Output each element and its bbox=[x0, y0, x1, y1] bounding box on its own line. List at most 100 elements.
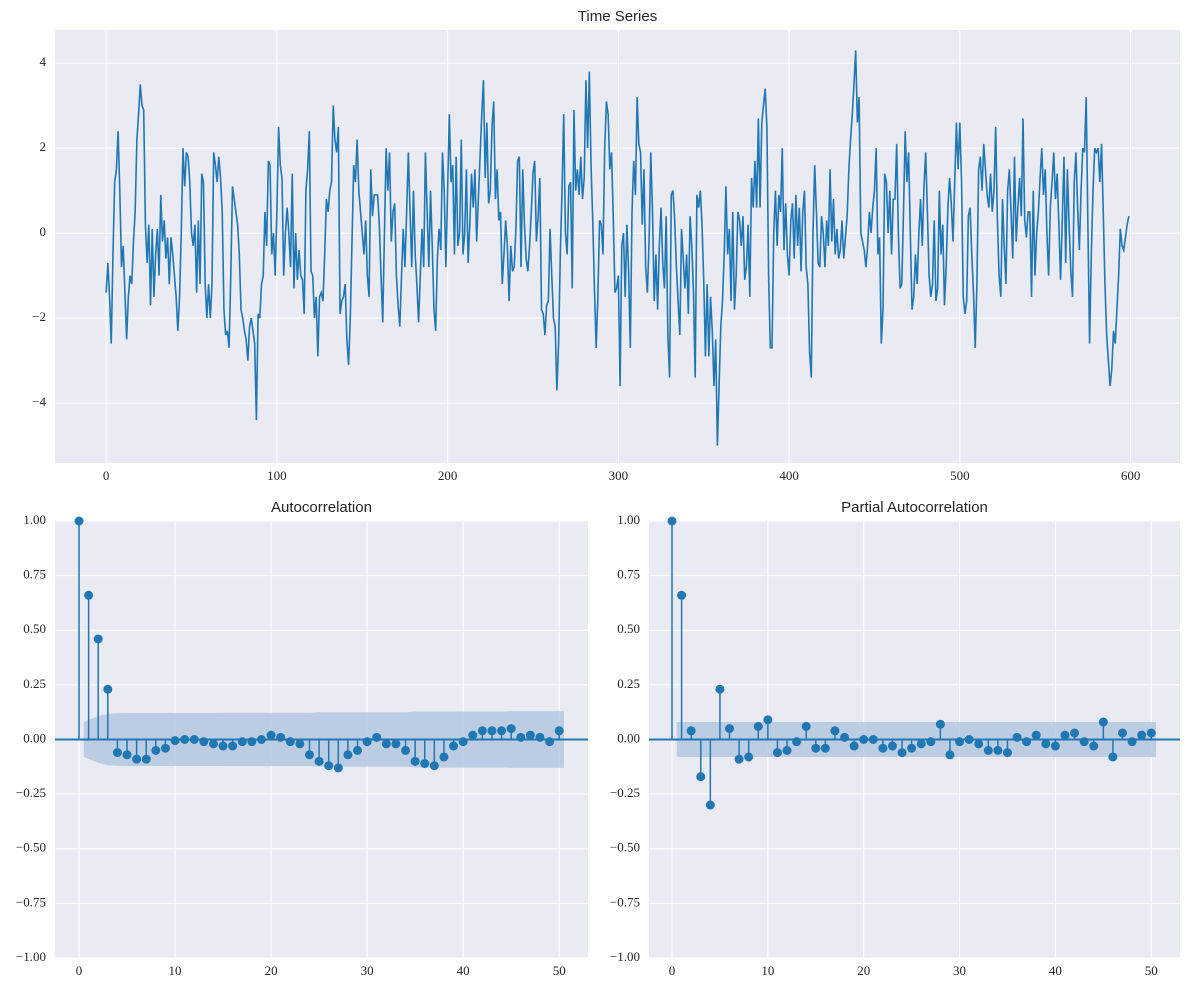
stem-marker bbox=[362, 737, 372, 747]
stem-marker bbox=[429, 761, 439, 771]
stem-marker bbox=[256, 735, 266, 744]
stem-marker bbox=[160, 743, 170, 753]
stem-marker bbox=[333, 763, 343, 773]
stem-marker bbox=[103, 684, 113, 694]
stem-marker bbox=[477, 726, 487, 736]
stem-marker bbox=[487, 726, 497, 736]
x-tick-label: 40 bbox=[1049, 963, 1062, 978]
stem-marker bbox=[916, 739, 926, 749]
stem-marker bbox=[516, 732, 526, 742]
x-tick-label: 20 bbox=[265, 963, 278, 978]
stem-marker bbox=[1041, 739, 1051, 749]
stem-marker bbox=[1050, 741, 1060, 751]
stem-marker bbox=[1146, 728, 1156, 738]
stem-marker bbox=[868, 735, 878, 744]
stem-marker bbox=[878, 743, 888, 753]
stem-marker bbox=[859, 735, 869, 744]
stem-marker bbox=[686, 726, 696, 736]
stem-marker bbox=[782, 745, 792, 755]
chart-title: Time Series bbox=[578, 8, 657, 25]
y-tick-label: 2 bbox=[40, 139, 47, 154]
y-tick-label: 0.00 bbox=[23, 730, 46, 745]
stem-marker bbox=[763, 715, 773, 725]
y-tick-label: −2 bbox=[32, 309, 46, 324]
y-tick-label: −0.75 bbox=[16, 894, 46, 909]
x-tick-label: 20 bbox=[857, 963, 870, 978]
stem-marker bbox=[935, 719, 945, 729]
stem-marker bbox=[343, 750, 353, 760]
plot-area bbox=[55, 30, 1180, 463]
stem-marker bbox=[1012, 732, 1022, 742]
y-tick-label: 0.50 bbox=[617, 621, 640, 636]
stem-marker bbox=[208, 739, 218, 749]
stem-marker bbox=[295, 739, 305, 749]
y-tick-label: −4 bbox=[32, 394, 46, 409]
stem-marker bbox=[811, 743, 821, 753]
stem-marker bbox=[304, 750, 314, 760]
x-tick-label: 30 bbox=[361, 963, 374, 978]
x-tick-label: 0 bbox=[103, 468, 110, 483]
stem-marker bbox=[545, 737, 555, 747]
y-tick-label: 1.00 bbox=[617, 512, 640, 527]
x-tick-label: 400 bbox=[779, 468, 799, 483]
stem-marker bbox=[725, 724, 735, 734]
stem-marker bbox=[840, 732, 850, 742]
x-tick-label: 200 bbox=[438, 468, 458, 483]
stem-marker bbox=[237, 737, 247, 747]
stem-marker bbox=[410, 756, 420, 766]
stem-marker bbox=[372, 732, 382, 742]
chart-title: Autocorrelation bbox=[271, 499, 372, 516]
stem-marker bbox=[381, 739, 391, 749]
stem-marker bbox=[324, 761, 334, 771]
y-tick-label: −0.50 bbox=[16, 840, 46, 855]
y-tick-label: 0.75 bbox=[617, 567, 640, 582]
x-tick-label: 300 bbox=[609, 468, 629, 483]
y-tick-label: 0.75 bbox=[23, 567, 46, 582]
y-tick-label: −1.00 bbox=[16, 949, 46, 964]
y-tick-label: 0 bbox=[40, 224, 47, 239]
y-tick-label: −0.50 bbox=[610, 840, 640, 855]
y-tick-label: 4 bbox=[40, 54, 47, 69]
stem-marker bbox=[792, 737, 802, 747]
x-tick-label: 100 bbox=[267, 468, 287, 483]
stem-marker bbox=[677, 590, 687, 600]
stem-marker bbox=[535, 732, 545, 742]
stem-marker bbox=[122, 750, 132, 760]
stem-marker bbox=[696, 772, 706, 782]
stem-marker bbox=[449, 741, 459, 751]
chart-title: Partial Autocorrelation bbox=[841, 499, 988, 516]
stem-marker bbox=[1060, 730, 1070, 740]
stem-marker bbox=[218, 741, 228, 751]
stem-marker bbox=[228, 741, 238, 751]
stem-marker bbox=[84, 590, 94, 600]
x-tick-label: 40 bbox=[457, 963, 470, 978]
y-tick-label: 0.25 bbox=[617, 676, 640, 691]
stem-marker bbox=[285, 737, 295, 747]
stem-marker bbox=[314, 756, 324, 766]
stem-marker bbox=[401, 745, 411, 755]
stem-marker bbox=[199, 737, 209, 747]
stem-marker bbox=[1022, 737, 1032, 747]
stem-marker bbox=[247, 737, 257, 747]
x-tick-label: 600 bbox=[1121, 468, 1141, 483]
stem-marker bbox=[667, 516, 677, 526]
stem-marker bbox=[897, 748, 907, 758]
stem-marker bbox=[907, 743, 917, 753]
stem-marker bbox=[112, 748, 122, 758]
y-tick-label: −0.25 bbox=[16, 785, 46, 800]
stem-marker bbox=[734, 754, 744, 764]
stem-marker bbox=[801, 721, 811, 731]
stem-marker bbox=[705, 800, 715, 810]
stem-marker bbox=[1070, 728, 1080, 738]
stem-marker bbox=[151, 745, 161, 755]
x-tick-label: 0 bbox=[76, 963, 83, 978]
stem-marker bbox=[1089, 741, 1099, 751]
x-tick-label: 50 bbox=[553, 963, 566, 978]
stem-marker bbox=[497, 726, 507, 736]
stem-marker bbox=[830, 726, 840, 736]
stem-marker bbox=[744, 752, 754, 762]
x-tick-label: 10 bbox=[169, 963, 182, 978]
stem-marker bbox=[1098, 717, 1108, 727]
stem-marker bbox=[849, 741, 859, 751]
